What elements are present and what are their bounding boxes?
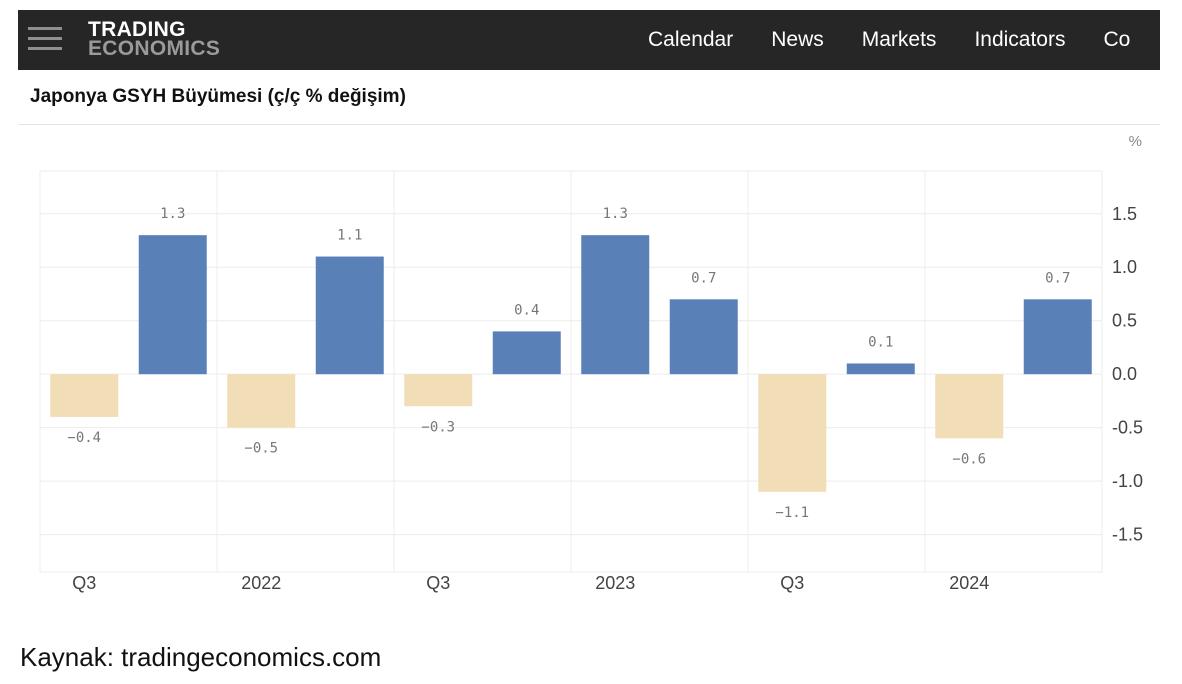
bar [669, 299, 738, 375]
nav-menu: Calendar News Markets Indicators Co [630, 10, 1150, 70]
nav-item-news[interactable]: News [771, 28, 824, 51]
data-label: 1.3 [160, 206, 185, 222]
x-tick-label: Q3 [780, 573, 804, 593]
y-tick-label: -0.5 [1112, 418, 1143, 438]
bar [581, 235, 650, 375]
data-label: −1.1 [775, 505, 809, 521]
bar [492, 331, 561, 375]
chart-title: Japonya GSYH Büyümesi (ç/ç % değişim) [30, 86, 406, 107]
bar [935, 374, 1004, 439]
nav-item-commodities[interactable]: Co [1103, 28, 1131, 51]
nav-item-calendar[interactable]: Calendar [648, 28, 734, 51]
y-tick-label: -1.0 [1112, 471, 1143, 491]
nav-item-markets[interactable]: Markets [861, 28, 937, 51]
data-label: 1.3 [603, 206, 628, 222]
unit-label: % [1128, 133, 1142, 150]
data-label: 0.7 [1045, 270, 1070, 286]
bar [138, 235, 207, 375]
nav-item-indicators[interactable]: Indicators [974, 28, 1066, 51]
chart-header: Japonya GSYH Büyümesi (ç/ç % değişim) [18, 70, 1160, 125]
y-tick-label: 0.5 [1112, 311, 1137, 331]
gdp-bar-chart: −0.4 1.3 −0.5 1.1 −0.3 0.4 1.3 0.7 −1.1 0.1 −0.6 0.… [39, 170, 1143, 593]
y-tick-label: 1.5 [1112, 204, 1137, 224]
source-note: Kaynak: tradingeconomics.com [20, 642, 382, 672]
logo-line-1: TRADING [88, 18, 186, 41]
data-label: −0.5 [244, 441, 278, 457]
x-tick-label: Q3 [72, 573, 96, 593]
data-label: 0.7 [691, 270, 716, 286]
data-label: 0.4 [514, 302, 539, 318]
bar [404, 374, 473, 407]
data-label: −0.6 [952, 451, 986, 467]
bar [227, 374, 296, 428]
x-tick-label: 2024 [949, 573, 989, 593]
x-tick-label: 2022 [241, 573, 281, 593]
chart-area: % −0.4 1.3 −0.5 1.1 −0.3 0.4 1.3 0.7 −1.1 0.1 −0.6… [18, 125, 1160, 600]
y-tick-label: 1.0 [1112, 257, 1137, 277]
data-label: 0.1 [868, 334, 893, 350]
bar [758, 374, 827, 492]
bar [846, 363, 915, 375]
x-tick-label: 2023 [595, 573, 635, 593]
y-tick-label: -1.5 [1112, 525, 1143, 545]
data-label: −0.3 [421, 419, 455, 435]
x-tick-label: Q3 [426, 573, 450, 593]
bar [1023, 299, 1092, 375]
data-label: −0.4 [67, 430, 101, 446]
navbar: TRADING ECONOMICS Calendar News Markets … [18, 10, 1160, 70]
logo-line-2: ECONOMICS [88, 37, 221, 60]
bar [315, 256, 384, 375]
data-label: 1.1 [337, 228, 362, 244]
bar [50, 374, 119, 417]
y-tick-label: 0.0 [1112, 364, 1137, 384]
logo[interactable]: TRADING ECONOMICS [88, 18, 221, 60]
menu-icon[interactable] [28, 24, 62, 54]
